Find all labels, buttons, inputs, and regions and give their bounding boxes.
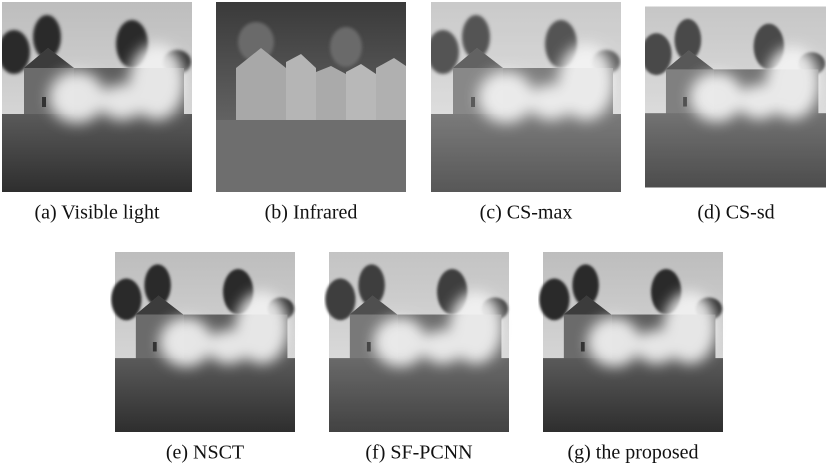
caption: (c) CS-max xyxy=(480,202,573,224)
caption: (g) the proposed xyxy=(567,442,698,464)
caption: (f) SF-PCNN xyxy=(365,442,472,464)
image-cs-sd xyxy=(641,7,826,188)
image-infrared xyxy=(216,2,406,192)
image-cs-max xyxy=(427,2,621,192)
caption: (b) Infrared xyxy=(265,202,358,224)
image-visible xyxy=(0,2,192,192)
image-sf-pcnn xyxy=(325,252,509,432)
image-nsct xyxy=(111,252,295,432)
caption: (e) NSCT xyxy=(166,442,244,464)
figure: (a) Visible light (b) Infrared (c) CS-ma… xyxy=(0,0,828,470)
caption: (a) Visible light xyxy=(34,202,160,224)
caption: (d) CS-sd xyxy=(697,202,774,224)
image-proposed xyxy=(539,252,723,432)
